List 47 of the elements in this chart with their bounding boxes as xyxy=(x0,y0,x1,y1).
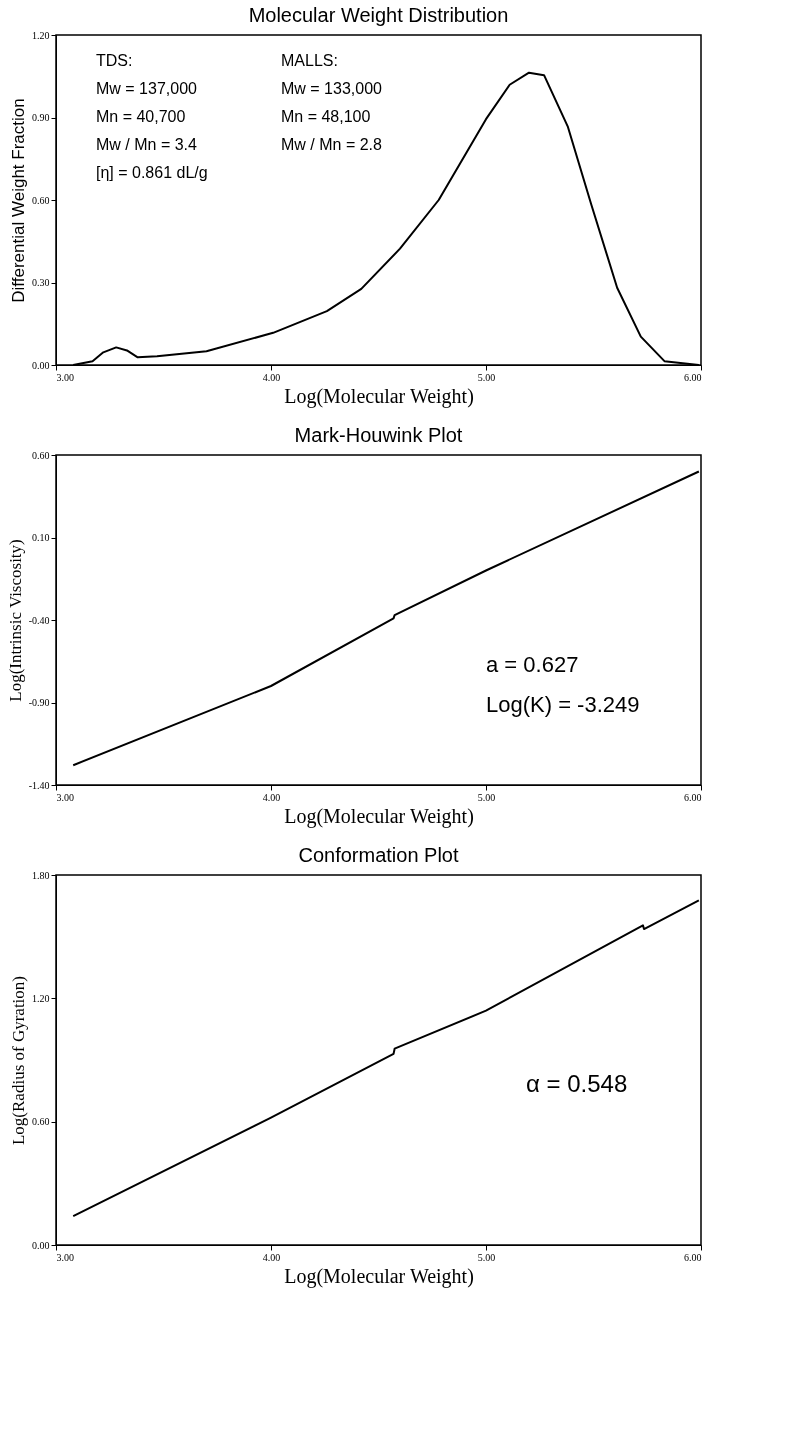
y-axis-title: Log(Intrinsic Viscosity) xyxy=(5,539,25,702)
x-tick-label: 4.00 xyxy=(262,371,281,383)
y-tick-label: 0.10 xyxy=(32,532,50,543)
y-tick-label: 1.20 xyxy=(32,29,50,41)
annotation: Mw / Mn = 3.4 xyxy=(96,136,198,153)
chart-title: Mark-Houwink Plot xyxy=(294,424,463,446)
chart-title: Conformation Plot xyxy=(298,844,459,866)
x-tick-label: 6.00 xyxy=(684,1251,702,1263)
annotation: Mn = 40,700 xyxy=(96,108,186,125)
y-tick-label: 0.60 xyxy=(32,449,50,461)
y-tick-label: -0.90 xyxy=(28,697,50,708)
annotation: MALLS: xyxy=(281,52,338,69)
x-tick-label: 5.00 xyxy=(477,1251,496,1263)
y-tick-label: 0.90 xyxy=(32,112,50,123)
x-tick-label: 5.00 xyxy=(477,791,496,803)
x-tick-label: 4.00 xyxy=(262,791,281,803)
annotation: Mw = 133,000 xyxy=(281,80,383,97)
x-tick-label: 3.00 xyxy=(56,791,74,803)
annotation: a = 0.627 xyxy=(486,652,579,677)
x-tick-label: 6.00 xyxy=(684,371,702,383)
y-tick-label: 0.00 xyxy=(32,359,50,371)
y-tick-label: -0.40 xyxy=(28,614,50,626)
x-tick-label: 4.00 xyxy=(262,1251,281,1263)
x-axis-title: Log(Molecular Weight) xyxy=(284,384,474,408)
annotation: Mw = 137,000 xyxy=(96,80,198,97)
annotation: Mn = 48,100 xyxy=(281,108,371,125)
x-tick-label: 5.00 xyxy=(477,371,496,383)
y-tick-label: 0.00 xyxy=(32,1239,50,1251)
x-tick-label: 6.00 xyxy=(684,791,702,803)
annotation: Mw / Mn = 2.8 xyxy=(281,136,383,153)
y-tick-label: 1.20 xyxy=(32,992,50,1004)
y-tick-label: 0.60 xyxy=(32,194,50,206)
y-axis-title: Differential Weight Fraction xyxy=(9,98,28,303)
chart-title: Molecular Weight Distribution xyxy=(248,4,509,26)
x-axis-title: Log(Molecular Weight) xyxy=(284,804,474,828)
annotation: [η] = 0.861 dL/g xyxy=(96,164,208,181)
y-tick-label: 1.80 xyxy=(32,869,50,881)
x-tick-label: 3.00 xyxy=(56,1251,74,1263)
y-tick-label: -1.40 xyxy=(28,779,50,791)
annotation: TDS: xyxy=(96,52,133,69)
annotation: Log(K) = -3.249 xyxy=(486,692,640,717)
annotation: α = 0.548 xyxy=(526,1070,628,1097)
y-tick-label: 0.60 xyxy=(32,1116,50,1128)
x-axis-title: Log(Molecular Weight) xyxy=(284,1264,474,1288)
y-tick-label: 0.30 xyxy=(32,277,50,288)
y-axis-title: Log(Radius of Gyration) xyxy=(9,975,28,1146)
x-tick-label: 3.00 xyxy=(56,371,74,383)
